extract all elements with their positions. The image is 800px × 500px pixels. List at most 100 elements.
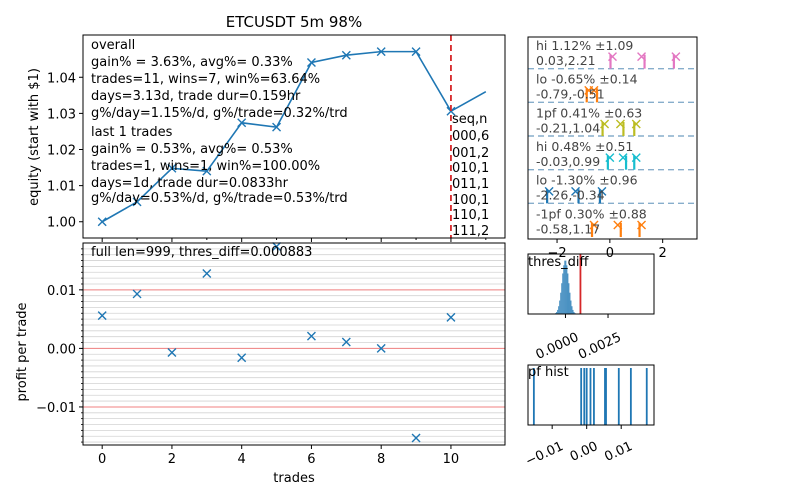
equity-ytick-label: 1.03	[47, 107, 76, 122]
profit-point	[376, 343, 386, 353]
seq-item-1: 001,2	[452, 146, 489, 161]
profit-ytick-label: 0.00	[47, 342, 76, 357]
equity-point	[446, 106, 456, 116]
profit-point	[272, 242, 282, 252]
pf-hist-panel: −0.01 0.00 0.01 pf hist	[523, 364, 655, 469]
thres-hist-bar	[569, 292, 571, 314]
profit-xtick-label: 10	[443, 452, 460, 467]
equity-point	[237, 118, 247, 128]
stats-point	[605, 153, 615, 163]
thres-hist-bar	[558, 306, 560, 314]
profit-xtick-label: 4	[238, 452, 246, 467]
thres-hist-bar	[559, 300, 561, 314]
thres-hist-bar	[565, 260, 567, 314]
equity-point	[202, 166, 212, 176]
profit-point	[341, 337, 351, 347]
stats-point	[631, 119, 641, 129]
thres-hist-bar	[570, 300, 572, 314]
seq-item-4: 100,1	[452, 193, 489, 208]
thres-hist-bar	[557, 309, 559, 314]
seq-counts: seq,n 000,6 001,2 010,1 011,1 100,1 110,…	[452, 112, 489, 239]
thres-hist-bar	[571, 306, 573, 314]
thres-hist-bar	[573, 312, 575, 314]
stats-point	[637, 52, 647, 62]
equity-panel: 1.00 1.01 1.02 1.03 1.04 overall gain% = 3.6…	[27, 34, 506, 242]
stats-row-range: -0.21,1.04	[536, 120, 600, 135]
profit-point	[411, 433, 421, 443]
profit-ytick-label: 0.01	[47, 284, 76, 299]
thres-hist-bar	[561, 283, 563, 314]
stats-xtick-label: 2	[659, 246, 667, 261]
stats-row-label: lo -0.65% ±0.14	[536, 72, 638, 87]
figure-title: ETCUSDT 5m 98%	[226, 13, 362, 31]
last-line-4: g%/day=0.53%/d, g%/trade=0.53%/trd	[91, 191, 348, 206]
pf-hist-xtick-label: 0.00	[568, 439, 601, 465]
equity-ytick-label: 1.01	[47, 180, 76, 195]
equity-point	[411, 47, 421, 57]
overall-line-3: days=3.13d, trade dur=0.159hr	[91, 89, 301, 104]
pf-hist-title: pf hist	[528, 365, 569, 380]
equity-axes-frame	[82, 34, 506, 239]
profit-xtick-label: 0	[98, 452, 106, 467]
stats-point	[571, 186, 581, 196]
last-line-3: days=1d, trade dur=0.0833hr	[91, 176, 289, 191]
equity-point	[97, 217, 107, 227]
last-line-2: trades=1, wins=1, win%=100.00%	[91, 159, 320, 174]
stats-row-label: hi 0.48% ±0.51	[536, 139, 633, 154]
equity-point	[341, 50, 351, 60]
stats-point	[608, 52, 617, 62]
seq-item-0: 000,6	[452, 129, 489, 144]
equity-point	[306, 57, 316, 67]
profit-point	[132, 289, 142, 299]
equity-point	[272, 122, 282, 132]
profit-xtick-label: 8	[377, 452, 385, 467]
profit-xtick-label: 6	[307, 452, 315, 467]
thres-hist-bar	[560, 292, 562, 314]
stats-point	[597, 186, 607, 196]
seq-item-5: 110,1	[452, 208, 489, 223]
equity-series-line	[101, 50, 487, 223]
seq-header: seq,n	[452, 112, 487, 127]
seq-item-3: 011,1	[452, 177, 489, 192]
overall-stats: overall gain% = 3.63%, avg%= 0.33% trade…	[91, 38, 348, 206]
profit-point	[446, 312, 456, 322]
stats-row-range: 0.03,2.21	[536, 53, 596, 68]
equity-ytick-label: 1.00	[47, 216, 76, 231]
stats-row-range: -2.26,-0.34	[536, 188, 605, 203]
overall-line-1: gain% = 3.63%, avg%= 0.33%	[91, 55, 293, 70]
thres-hist-bar	[572, 309, 574, 314]
profit-point	[97, 311, 107, 321]
equity-point	[132, 197, 142, 207]
equity-point	[376, 47, 386, 57]
stats-axes-frame	[527, 36, 698, 240]
equity-ylabel: equity (start with $1)	[27, 68, 42, 206]
profit-xlabel: trades	[273, 471, 315, 486]
thres-hist-bar	[563, 265, 565, 314]
last-label: last 1 trades	[91, 125, 173, 140]
profit-point	[306, 331, 316, 341]
thres-hist-bar	[556, 312, 558, 314]
equity-ytick-label: 1.02	[47, 144, 76, 159]
stats-point	[544, 186, 554, 196]
pf-hist-xtick-label: 0.01	[602, 439, 635, 465]
thres-axes-frame	[527, 253, 655, 315]
profit-point	[237, 353, 247, 363]
thres-hist-bar	[568, 283, 570, 314]
stats-row-range: -0.79,-0.51	[536, 87, 605, 102]
stats-point	[613, 220, 623, 230]
stats-row-range: -0.03,0.99	[536, 154, 600, 169]
stats-point	[618, 153, 628, 163]
stats-point	[631, 153, 641, 163]
thres-hist-bar	[566, 265, 568, 314]
last-line-1: gain% = 0.53%, avg%= 0.53%	[91, 142, 293, 157]
profit-ylabel: profit per trade	[15, 302, 30, 401]
profit-ytick-label: −0.01	[36, 401, 76, 416]
seq-item-2: 010,1	[452, 161, 489, 176]
equity-point	[167, 163, 177, 173]
profit-annotation: full len=999, thres_diff=0.000883	[91, 245, 312, 260]
thres-hist-bar	[562, 273, 564, 314]
profit-panel: 0.01 0.00 −0.01 0 2 4 6 8 10 full len=999, thres…	[15, 242, 506, 486]
thres-xtick-label: 0.0025	[576, 330, 624, 363]
